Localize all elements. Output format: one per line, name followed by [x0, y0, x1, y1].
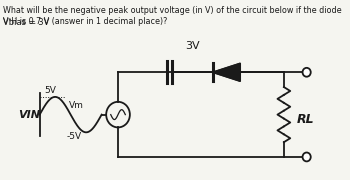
Text: Vm: Vm	[69, 101, 84, 110]
Text: -5V: -5V	[67, 132, 82, 141]
Polygon shape	[213, 63, 240, 81]
Text: 3V: 3V	[185, 41, 200, 51]
Text: Vbias = 3V: Vbias = 3V	[3, 18, 50, 27]
Circle shape	[302, 152, 311, 161]
Text: VIN: VIN	[18, 110, 40, 120]
Circle shape	[302, 68, 311, 77]
Text: 5V: 5V	[44, 86, 56, 95]
Text: RL: RL	[296, 113, 314, 126]
Text: What will be the negative peak output voltage (in V) of the circuit below if the: What will be the negative peak output vo…	[3, 6, 342, 26]
